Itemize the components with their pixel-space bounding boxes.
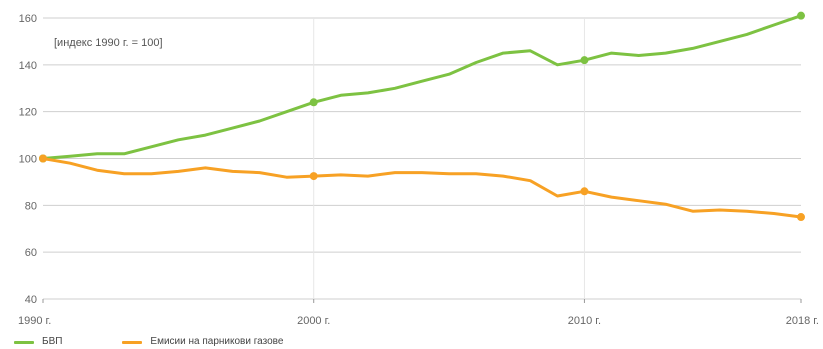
series-line-emissions (41, 157, 803, 219)
data-point-gdp (797, 11, 805, 20)
legend-label-gdp: БВП (42, 336, 63, 347)
legend-item-gdp: БВП (14, 336, 62, 348)
legend-swatch-gdp (14, 340, 34, 344)
y-tick-label: 140 (19, 60, 37, 72)
y-tick-label: 160 (19, 13, 37, 25)
y-tick-label: 80 (25, 200, 37, 212)
data-point-emissions (39, 154, 47, 163)
x-tick-label: 2018 г. (786, 315, 819, 327)
grid-lines (42, 17, 802, 303)
data-point-gdp (309, 98, 318, 107)
x-tick-label: 2000 г. (297, 315, 330, 327)
legend: БВП Емисии на парникови газове (14, 336, 343, 348)
legend-item-emissions: Емисии на парникови газове (122, 336, 283, 348)
x-axis-tick-labels: 1990 г. 2000 г. 2010 г. 2018 г. (18, 315, 819, 327)
y-axis-tick-labels: 40 60 80 100 120 140 160 (19, 13, 37, 306)
series-lines (39, 11, 805, 222)
legend-swatch-emissions (122, 340, 143, 344)
series-line-gdp (41, 14, 803, 160)
legend-label-emissions: Емисии на парникови газове (150, 336, 284, 347)
data-point-emissions (797, 213, 805, 222)
x-tick-label: 2010 г. (568, 315, 601, 327)
y-tick-label: 40 (25, 294, 37, 306)
data-point-emissions (309, 172, 318, 181)
data-point-gdp (580, 56, 589, 65)
y-tick-label: 100 (19, 154, 37, 166)
y-tick-label: 60 (25, 247, 37, 259)
data-point-emissions (580, 187, 589, 196)
x-tick-label: 1990 г. (18, 315, 51, 327)
y-tick-label: 120 (19, 107, 37, 119)
index-annotation: [индекс 1990 г. = 100] (54, 37, 163, 49)
